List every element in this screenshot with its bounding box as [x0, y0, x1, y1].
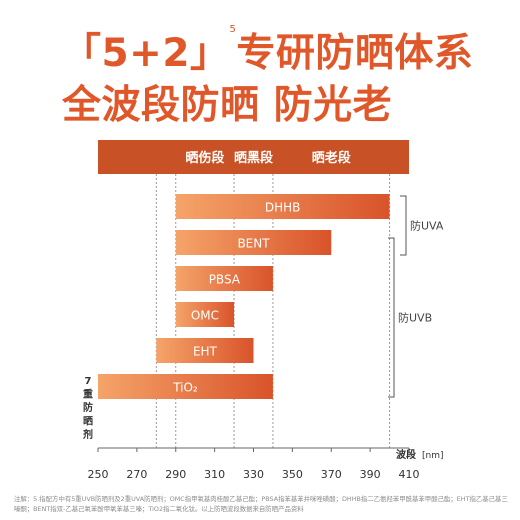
group-bracket-2 — [388, 237, 395, 398]
header-band — [98, 140, 409, 174]
x-tick-label-270: 270 — [126, 468, 147, 481]
x-tick-label-390: 390 — [360, 468, 381, 481]
x-tick-label-410: 410 — [399, 468, 420, 481]
group-bracket-1 — [400, 195, 407, 256]
bar-eht — [156, 338, 254, 363]
bar-label-4: OMC — [191, 309, 219, 323]
footnote: 注解：5.指配方中有5重UVB防晒剂及2重UVA防晒剂；OMC指甲氧基肉桂酸乙基… — [14, 495, 508, 513]
header-band-label-3: 晒老段 — [312, 150, 351, 166]
bar-omc — [175, 302, 235, 327]
x-tick-label-310: 310 — [204, 468, 225, 481]
side-label-char-2: 重 — [83, 388, 93, 401]
bar-label-1: DHHB — [265, 201, 301, 215]
header-band-label-2: 晒黑段 — [234, 150, 273, 166]
bar-label-2: BENT — [237, 237, 270, 251]
x-tick-label-350: 350 — [282, 468, 303, 481]
page-title-line2: 全波段防晒 防光老 — [62, 83, 393, 128]
bar-label-6: TiO₂ — [172, 381, 198, 395]
x-axis-title: 波段 — [396, 448, 416, 461]
x-axis-unit: [nm] — [422, 451, 444, 461]
bar-label-3: PBSA — [209, 273, 241, 287]
bar-tio₂ — [98, 374, 273, 399]
title-superscript: 5 — [229, 24, 237, 35]
side-label-char-3: 防 — [83, 401, 93, 414]
side-label-char-5: 剂 — [82, 428, 93, 441]
title-main: 专研防晒体系 — [236, 31, 474, 76]
side-label-char-4: 晒 — [83, 416, 93, 428]
header-band-label-1: 晒伤段 — [185, 150, 224, 166]
page-title-line1: 「5+2」5专研防晒体系 — [62, 22, 473, 78]
group-label-1: 防UVA — [410, 219, 444, 233]
side-label-char-1: 7 — [85, 376, 92, 387]
bar-dhhb — [175, 194, 390, 219]
x-tick-label-370: 370 — [321, 468, 342, 481]
bar-label-5: EHT — [193, 345, 218, 359]
bar-bent — [175, 230, 332, 255]
group-label-2: 防UVB — [398, 311, 432, 325]
x-tick-label-290: 290 — [165, 468, 186, 481]
title-prefix: 「5+2」 — [62, 31, 230, 76]
x-tick-label-330: 330 — [243, 468, 264, 481]
x-tick-label-250: 250 — [88, 468, 109, 481]
bar-pbsa — [175, 266, 273, 291]
